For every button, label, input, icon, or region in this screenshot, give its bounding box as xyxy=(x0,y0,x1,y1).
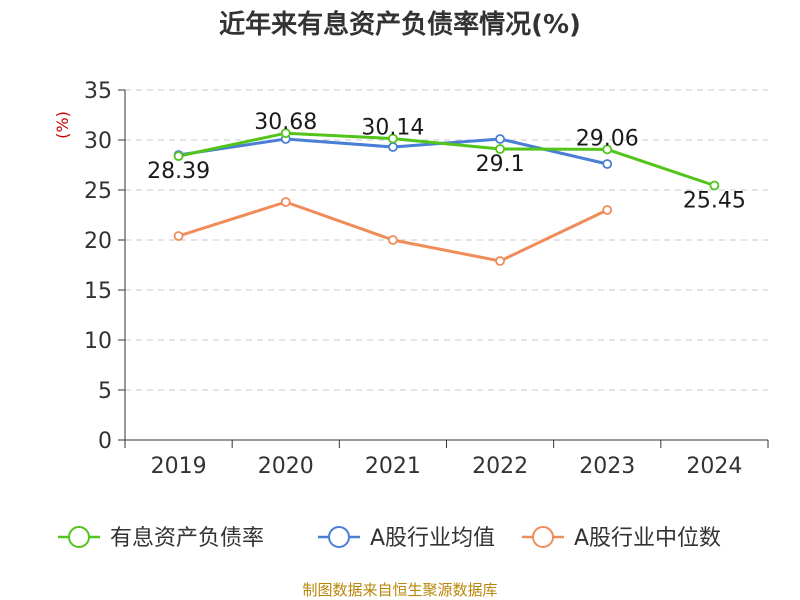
y-tick-label: 25 xyxy=(84,179,112,204)
data-point xyxy=(388,133,398,144)
y-tick-label: 30 xyxy=(84,129,112,154)
data-point xyxy=(173,231,184,241)
data-point xyxy=(602,144,613,155)
x-tick-label: 2021 xyxy=(365,454,421,479)
legend-item[interactable]: A股行业均值 xyxy=(318,526,495,551)
x-tick-label: 2024 xyxy=(686,454,742,479)
data-point xyxy=(173,151,184,162)
legend-marker xyxy=(328,526,350,548)
y-tick-label: 35 xyxy=(84,79,112,104)
y-tick-label: 5 xyxy=(98,379,112,404)
y-tick-label: 20 xyxy=(84,229,112,254)
legend-marker xyxy=(68,526,90,548)
legend-label: A股行业中位数 xyxy=(574,526,721,551)
data-label: 30.14 xyxy=(361,116,424,141)
grid-lines xyxy=(125,89,768,391)
data-point xyxy=(388,235,398,245)
y-tick-label: 0 xyxy=(98,429,112,454)
y-axis-label: (%) xyxy=(53,111,72,139)
data-labels: 28.39 30.68 30.14 29.1 29.06 25.45 xyxy=(147,110,746,213)
series-line xyxy=(178,131,715,187)
legend-marker xyxy=(532,526,554,548)
data-point xyxy=(388,142,398,152)
data-point xyxy=(495,144,505,154)
series-points xyxy=(173,128,720,266)
data-point xyxy=(602,205,613,215)
data-point xyxy=(602,159,613,169)
legend-label: A股行业均值 xyxy=(370,526,495,551)
y-tick-label: 15 xyxy=(84,279,112,304)
data-label: 28.39 xyxy=(147,159,210,184)
data-label: 29.06 xyxy=(576,126,639,151)
data-point xyxy=(709,180,720,191)
data-label: 25.45 xyxy=(683,189,746,214)
data-label: 30.68 xyxy=(254,110,317,135)
data-point xyxy=(280,197,291,207)
data-point xyxy=(495,134,505,144)
chart-title: 近年来有息资产负债率情况(%) xyxy=(219,9,581,40)
legend[interactable]: 有息资产负债率 A股行业均值 A股行业中位数 xyxy=(58,526,721,551)
source-note: 制图数据来自恒生聚源数据库 xyxy=(302,581,497,599)
x-tick-label: 2020 xyxy=(258,454,314,479)
legend-label: 有息资产负债率 xyxy=(110,526,264,551)
data-point xyxy=(495,256,505,266)
x-tick-label: 2019 xyxy=(151,454,207,479)
x-tick-label: 2023 xyxy=(579,454,635,479)
y-tick-label: 10 xyxy=(84,329,112,354)
data-point xyxy=(280,128,291,139)
legend-item[interactable]: 有息资产负债率 xyxy=(58,526,264,551)
legend-item[interactable]: A股行业中位数 xyxy=(522,526,721,551)
axes: 0 5 10 15 20 25 30 35 2019 2020 2021 2022 2023 2024 xyxy=(84,79,769,479)
data-label: 29.1 xyxy=(476,152,525,177)
series-line xyxy=(178,200,608,263)
x-tick-label: 2022 xyxy=(472,454,528,479)
series-lines xyxy=(178,131,715,263)
